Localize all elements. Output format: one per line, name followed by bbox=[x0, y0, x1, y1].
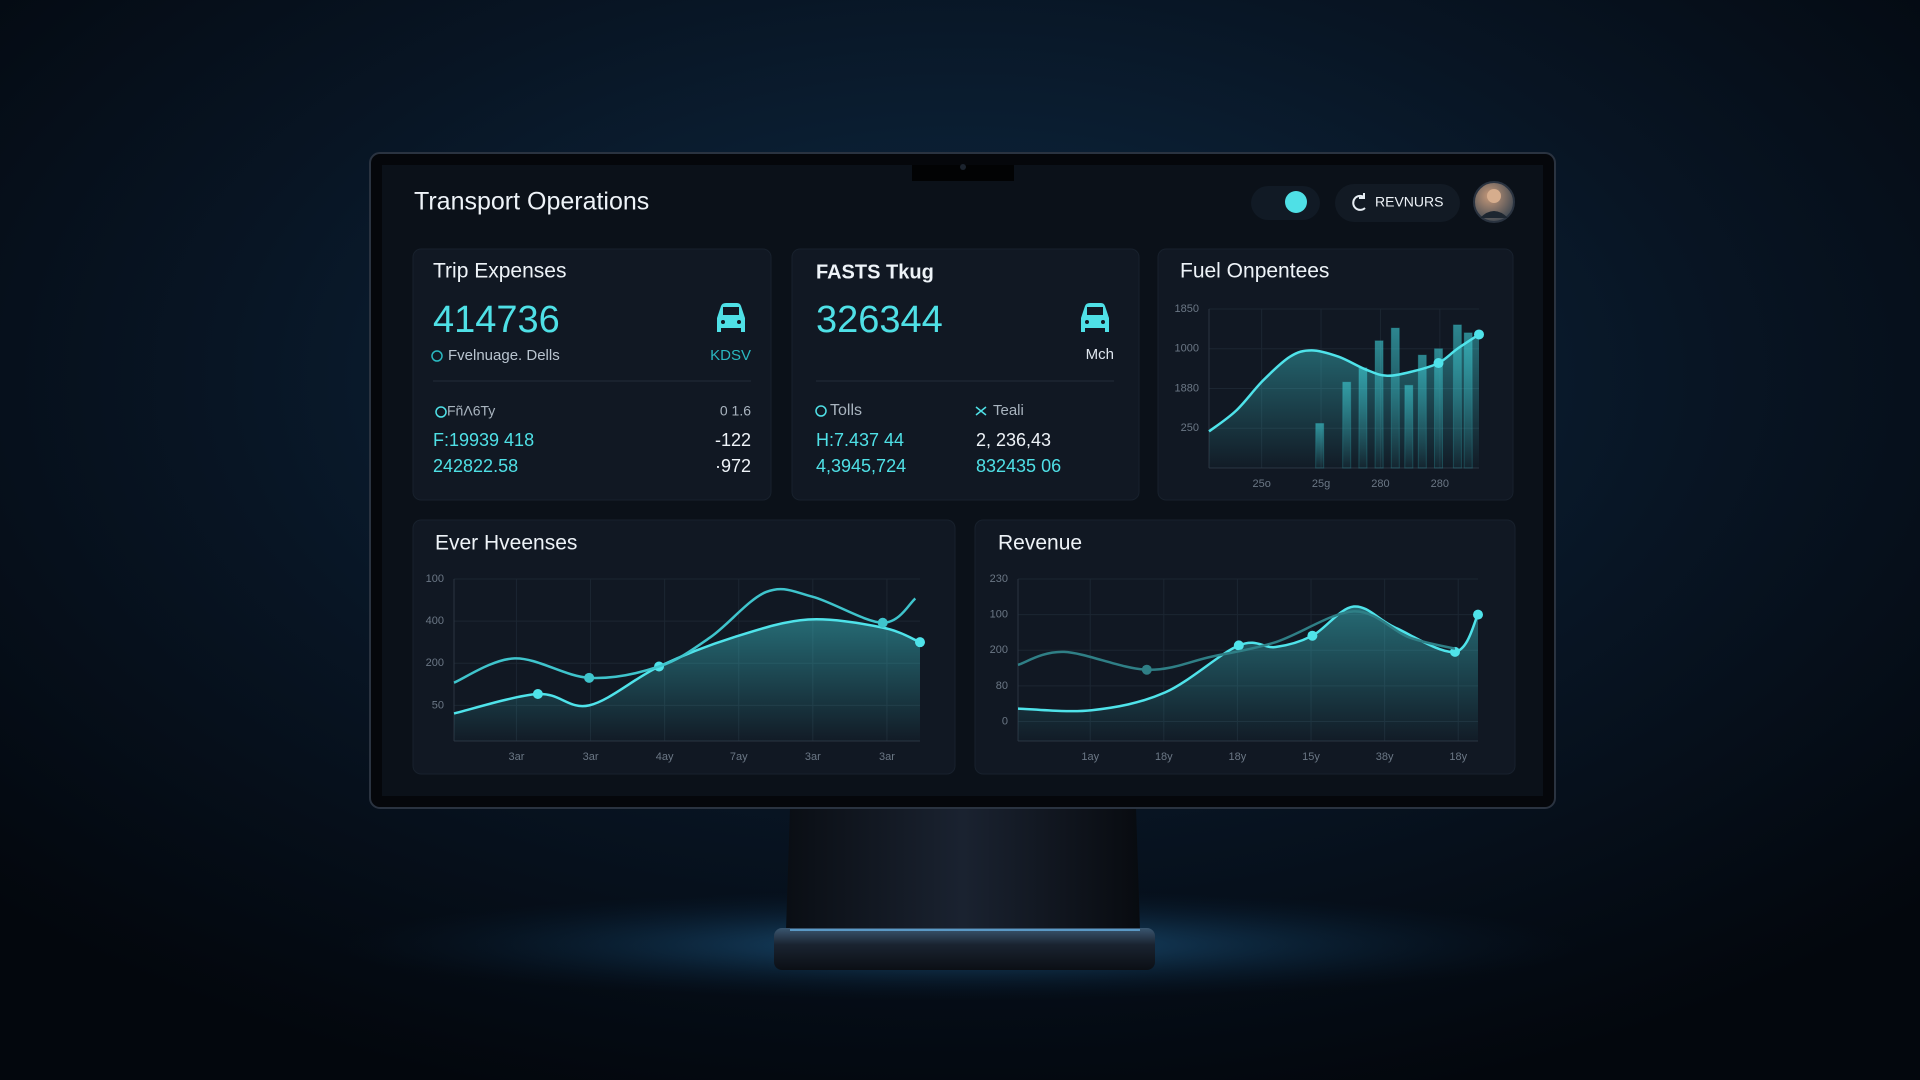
card-title: Trip Expenses bbox=[433, 260, 566, 283]
stat: 4,3945,724 bbox=[816, 456, 906, 476]
x-tick-label: 3ar bbox=[879, 751, 895, 763]
x-tick-label: 25g bbox=[1312, 478, 1330, 490]
toggle-knob bbox=[1285, 191, 1307, 213]
card-title: FASTS Tkug bbox=[816, 261, 934, 283]
point bbox=[1473, 609, 1483, 620]
chart-title: Revenue bbox=[998, 532, 1082, 555]
y-tick-label: 1850 bbox=[1175, 303, 1199, 315]
point bbox=[915, 637, 925, 648]
camera bbox=[960, 164, 966, 170]
column-label: Tolls bbox=[830, 402, 862, 419]
card bbox=[791, 248, 1140, 501]
x-tick-label: 280 bbox=[1371, 478, 1389, 490]
point bbox=[1307, 630, 1318, 641]
car-icon bbox=[717, 303, 745, 332]
x-tick-label: 7ay bbox=[730, 751, 748, 763]
chart-title: Ever Hveenses bbox=[435, 532, 577, 555]
y-tick-label: 100 bbox=[426, 573, 444, 585]
y-tick-label: 100 bbox=[990, 609, 1008, 621]
x-tick-label: 18y bbox=[1449, 751, 1467, 763]
stat: -122 bbox=[715, 430, 751, 450]
line bbox=[453, 587, 917, 684]
card-subtitle: Fvelnuage. Dells bbox=[448, 347, 560, 364]
header-button-label: REVNURS bbox=[1375, 194, 1443, 210]
line bbox=[1017, 610, 1456, 671]
stat: 2, 236,43 bbox=[976, 430, 1051, 450]
card bbox=[412, 248, 772, 501]
x-tick-label: 25o bbox=[1252, 478, 1270, 490]
camera-notch bbox=[912, 165, 1014, 181]
stat: ·972 bbox=[715, 456, 751, 476]
x-tick-label: 18y bbox=[1229, 751, 1247, 763]
y-tick-label: 200 bbox=[426, 657, 444, 669]
area bbox=[1018, 606, 1478, 741]
point bbox=[1474, 329, 1484, 340]
y-tick-label: 0 bbox=[1002, 715, 1008, 727]
point bbox=[1141, 664, 1152, 675]
refresh-icon bbox=[1352, 193, 1366, 211]
point bbox=[1433, 358, 1444, 369]
point bbox=[584, 672, 595, 683]
y-tick-label: 80 bbox=[996, 680, 1008, 692]
y-tick-label: 50 bbox=[432, 699, 444, 711]
y-tick-label: 400 bbox=[426, 615, 444, 627]
y-tick-label: 200 bbox=[990, 644, 1008, 656]
subtitle-icon bbox=[431, 350, 443, 362]
car-icon bbox=[1081, 303, 1109, 332]
x-tick-label: 3ar bbox=[583, 751, 599, 763]
y-tick-label: 1000 bbox=[1175, 343, 1199, 355]
x-tick-label: 3ar bbox=[805, 751, 821, 763]
label-icon bbox=[975, 406, 987, 416]
y-tick-label: 230 bbox=[990, 573, 1008, 585]
x-tick-label: 38y bbox=[1376, 751, 1394, 763]
column-label: 0 1.6 bbox=[720, 403, 751, 419]
stat: H:7.437 44 bbox=[816, 430, 904, 450]
x-tick-label: 18y bbox=[1155, 751, 1173, 763]
y-tick-label: 1880 bbox=[1175, 382, 1199, 394]
monitor-base bbox=[774, 928, 1155, 970]
header-button[interactable] bbox=[1335, 184, 1460, 222]
point bbox=[877, 617, 888, 628]
card-value: 326344 bbox=[816, 299, 943, 341]
x-tick-label: 3ar bbox=[508, 751, 524, 763]
column-label: Teali bbox=[993, 402, 1024, 419]
point bbox=[532, 689, 543, 700]
x-tick-label: 15y bbox=[1302, 751, 1320, 763]
avatar-head bbox=[1487, 189, 1501, 203]
label-icon bbox=[815, 405, 827, 417]
stat: F:19939 418 bbox=[433, 430, 534, 450]
stat: 832435 06 bbox=[976, 456, 1061, 476]
card-value: 414736 bbox=[433, 299, 560, 341]
card-unit: Mch bbox=[1086, 346, 1114, 363]
card-unit: KDSV bbox=[710, 347, 751, 364]
area bbox=[454, 619, 920, 741]
point bbox=[1450, 646, 1460, 657]
monitor-neck bbox=[786, 808, 1140, 930]
app-title: Transport Operations bbox=[414, 188, 649, 216]
x-tick-label: 4ay bbox=[656, 751, 674, 763]
stat: 242822.58 bbox=[433, 456, 518, 476]
x-tick-label: 1ay bbox=[1081, 751, 1099, 763]
y-tick-label: 250 bbox=[1181, 422, 1199, 434]
x-tick-label: 280 bbox=[1431, 478, 1449, 490]
avatar-body bbox=[1480, 211, 1508, 218]
chart-title: Fuel Onpentees bbox=[1180, 260, 1329, 283]
point bbox=[1233, 640, 1244, 651]
label-icon bbox=[435, 406, 447, 418]
column-label: FñΛ6Ty bbox=[447, 403, 495, 419]
